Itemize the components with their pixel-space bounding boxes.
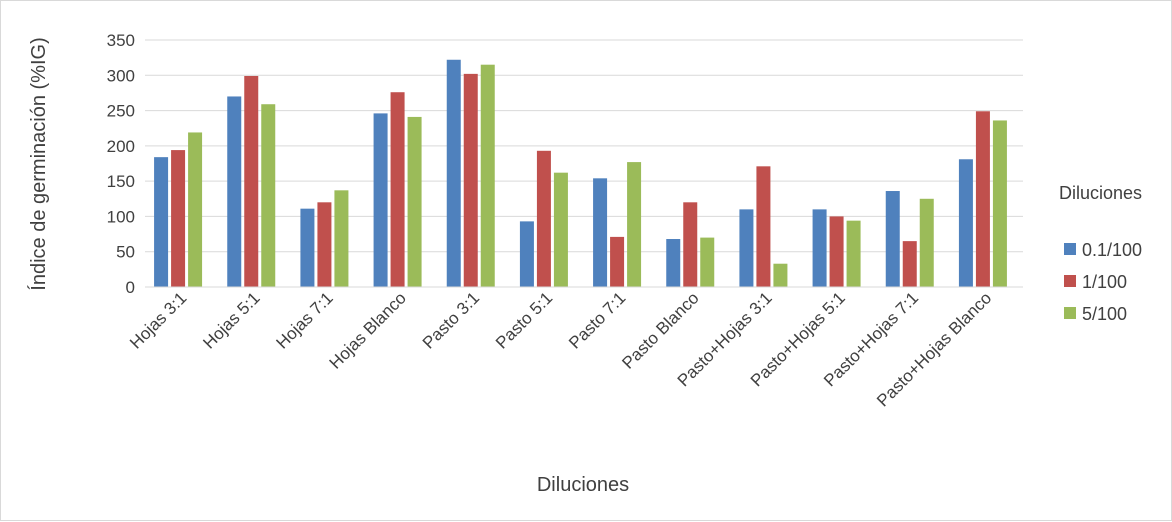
bar [992, 120, 1007, 287]
bar [553, 172, 568, 287]
y-tick-label: 350 [107, 31, 135, 50]
bar [227, 96, 242, 288]
legend-swatch [1064, 307, 1076, 319]
legend: Diluciones 0.1/100 1/100 5/100 [1059, 183, 1142, 324]
bar [919, 198, 934, 287]
bar [739, 209, 754, 287]
bar [261, 104, 276, 287]
bar [446, 59, 461, 288]
x-axis-title: Diluciones [537, 474, 629, 496]
bar [171, 150, 186, 287]
legend-label: 0.1/100 [1082, 240, 1142, 260]
x-tick-label: Pasto 3:1 [419, 288, 483, 352]
x-tick-label: Hojas 7:1 [273, 288, 337, 352]
bar [593, 178, 608, 287]
bar [683, 202, 698, 287]
y-tick-label: 250 [107, 102, 135, 121]
bar [334, 190, 349, 287]
y-axis-title: Índice de germinación (%IG) [27, 37, 50, 290]
bar [463, 73, 478, 288]
bar [829, 216, 844, 287]
bar [700, 237, 715, 287]
x-tick-label: Hojas Blanco [326, 288, 410, 372]
legend-swatch [1064, 243, 1076, 255]
x-tick-label: Pasto 5:1 [492, 288, 556, 352]
bar [188, 132, 203, 287]
gridlines [145, 39, 1023, 253]
bar [902, 241, 917, 287]
bar [154, 157, 169, 287]
y-tick-label: 200 [107, 137, 135, 156]
legend-title: Diluciones [1059, 183, 1142, 203]
y-tick-label: 150 [107, 172, 135, 191]
x-tick-label: Pasto 7:1 [565, 288, 629, 352]
bar [627, 162, 642, 287]
bar [373, 113, 388, 287]
bar [407, 116, 422, 287]
y-tick-label: 0 [126, 278, 135, 297]
bar [317, 202, 332, 287]
y-tick-label: 100 [107, 207, 135, 226]
bar [975, 111, 990, 287]
x-tick-label: Hojas 3:1 [126, 288, 190, 352]
bar [885, 191, 900, 287]
y-axis-ticks: 0 50 100 150 200 250 300 350 [107, 31, 135, 297]
bar [610, 236, 625, 287]
bar [846, 220, 861, 287]
bar [756, 166, 771, 287]
bar [773, 263, 788, 287]
bar [536, 150, 551, 287]
y-tick-label: 300 [107, 66, 135, 85]
bar [300, 208, 315, 287]
bar [390, 92, 405, 287]
bar [519, 221, 534, 287]
bar [244, 75, 259, 288]
bar [666, 239, 681, 287]
legend-swatch [1064, 275, 1076, 287]
legend-items: 0.1/100 1/100 5/100 [1064, 240, 1142, 324]
bars [154, 59, 1007, 288]
bar [812, 209, 827, 287]
legend-label: 1/100 [1082, 272, 1127, 292]
legend-label: 5/100 [1082, 304, 1127, 324]
bar [958, 159, 973, 287]
y-tick-label: 50 [116, 243, 135, 262]
bar [480, 64, 495, 287]
x-tick-label: Hojas 5:1 [199, 288, 263, 352]
